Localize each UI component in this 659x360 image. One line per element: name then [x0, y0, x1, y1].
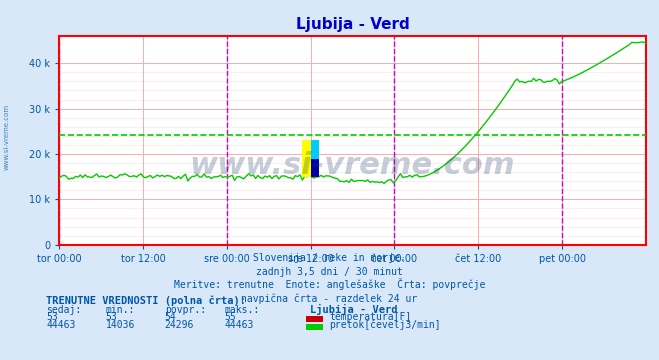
Text: temperatura[F]: temperatura[F]: [330, 312, 412, 323]
Title: Ljubija - Verd: Ljubija - Verd: [296, 17, 409, 32]
Bar: [302, 140, 320, 177]
Text: 54: 54: [165, 312, 177, 323]
Text: Slovenija / reke in morje.: Slovenija / reke in morje.: [253, 253, 406, 263]
Text: maks.:: maks.:: [224, 305, 259, 315]
Text: Meritve: trenutne  Enote: anglešaške  Črta: povprečje: Meritve: trenutne Enote: anglešaške Črta…: [174, 278, 485, 291]
Text: Ljubija - Verd: Ljubija - Verd: [310, 304, 397, 315]
Text: 53: 53: [105, 312, 117, 323]
Text: 14036: 14036: [105, 320, 135, 330]
Text: 44463: 44463: [46, 320, 76, 330]
Text: navpična črta - razdelek 24 ur: navpična črta - razdelek 24 ur: [241, 293, 418, 304]
Text: www.si-vreme.com: www.si-vreme.com: [190, 151, 515, 180]
Text: 44463: 44463: [224, 320, 254, 330]
Text: TRENUTNE VREDNOSTI (polna črta):: TRENUTNE VREDNOSTI (polna črta):: [46, 296, 246, 306]
Bar: [310, 158, 320, 177]
Text: zadnjh 3,5 dni / 30 minut: zadnjh 3,5 dni / 30 minut: [256, 267, 403, 277]
Text: 53: 53: [46, 312, 58, 323]
Text: www.si-vreme.com: www.si-vreme.com: [3, 104, 10, 170]
Bar: [310, 140, 320, 177]
Text: 24296: 24296: [165, 320, 194, 330]
Text: sedaj:: sedaj:: [46, 305, 81, 315]
Text: pretok[čevelj3/min]: pretok[čevelj3/min]: [330, 320, 441, 330]
Text: min.:: min.:: [105, 305, 135, 315]
Text: povpr.:: povpr.:: [165, 305, 206, 315]
Text: 55: 55: [224, 312, 236, 323]
